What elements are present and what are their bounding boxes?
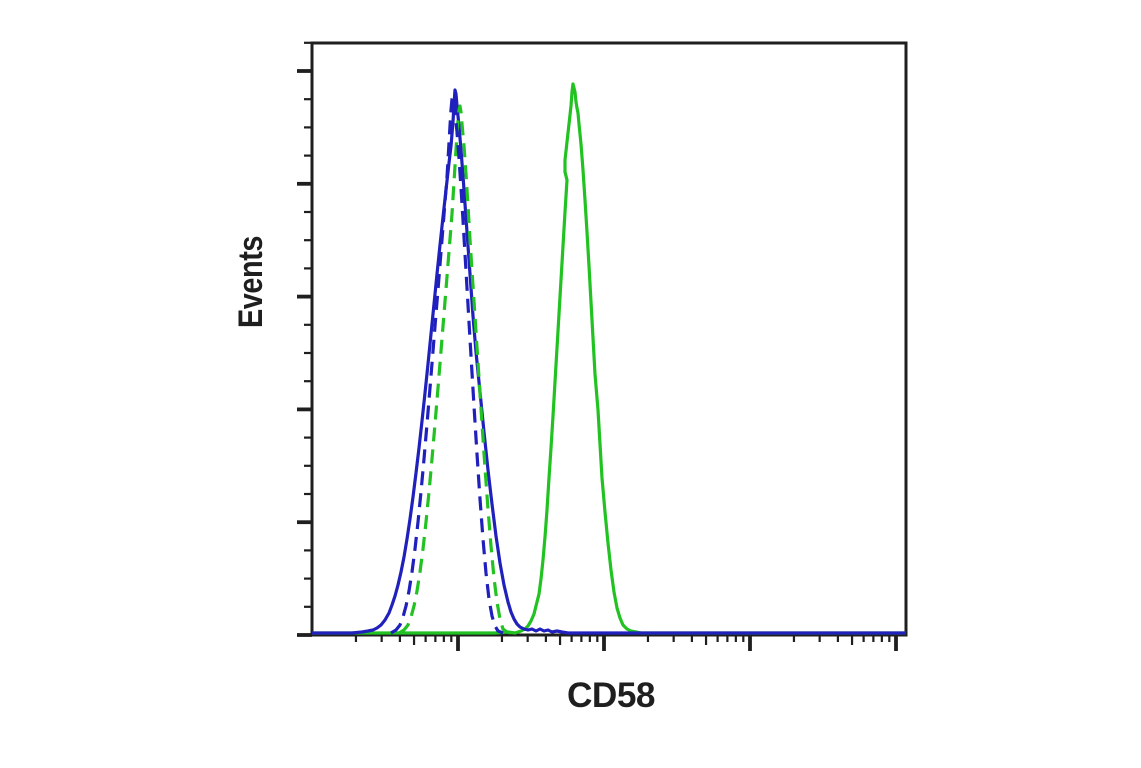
curve-green-dashed <box>398 104 512 635</box>
curve-blue-solid <box>312 88 906 635</box>
plot-area <box>297 41 908 651</box>
curve-blue-dashed <box>390 94 504 635</box>
curve-green-solid <box>312 82 906 635</box>
x-axis-label: CD58 <box>567 676 655 715</box>
y-axis-label: Events <box>232 236 270 328</box>
plot-frame <box>310 41 908 637</box>
